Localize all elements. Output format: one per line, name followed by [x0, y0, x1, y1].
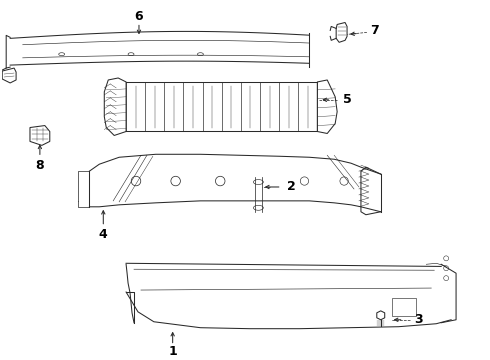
Text: 7: 7 — [370, 24, 379, 37]
Text: 4: 4 — [99, 228, 108, 241]
Text: 2: 2 — [287, 180, 296, 193]
Text: 5: 5 — [343, 93, 351, 106]
Text: 3: 3 — [414, 313, 423, 326]
Bar — [392, 298, 416, 316]
Text: 8: 8 — [36, 159, 44, 172]
Text: 6: 6 — [135, 10, 143, 23]
Text: 1: 1 — [168, 345, 177, 358]
